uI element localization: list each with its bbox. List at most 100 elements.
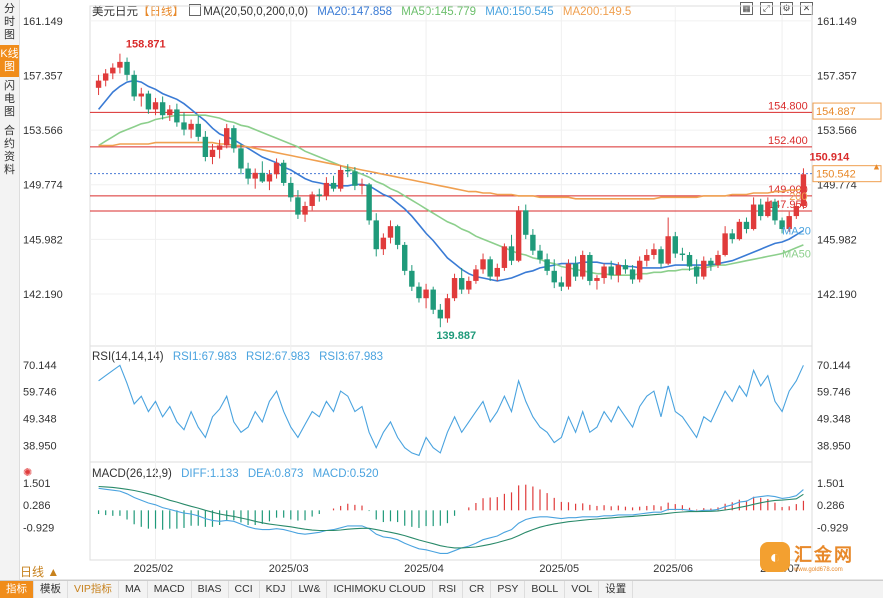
candle-body bbox=[159, 102, 166, 116]
logo-subtext: www.gold678.com bbox=[794, 567, 843, 573]
candle-body bbox=[188, 123, 194, 130]
macd-y-tick-right: 1.501 bbox=[817, 478, 845, 490]
candle-body bbox=[473, 269, 479, 281]
candle-body bbox=[551, 270, 557, 283]
settings-icon[interactable]: ⚙ bbox=[780, 2, 793, 15]
candle-body bbox=[402, 244, 408, 271]
y-tick-left: 145.982 bbox=[23, 234, 63, 246]
crosshair-toggle-icon[interactable]: ✺ bbox=[23, 467, 33, 479]
bottom-tab--[interactable]: 指标 bbox=[0, 581, 34, 598]
rsi-y-tick-right: 38.950 bbox=[817, 440, 851, 452]
candle-body bbox=[658, 249, 664, 264]
bottom-tab-macd[interactable]: MACD bbox=[148, 581, 192, 598]
x-tick-label: 2025/05 bbox=[539, 563, 579, 575]
tab-kline[interactable]: K线图 bbox=[0, 45, 19, 77]
candle-body bbox=[523, 210, 529, 235]
ma-settings-icon[interactable] bbox=[189, 4, 202, 16]
candle-body bbox=[167, 109, 173, 116]
chart-toolbar: ▦ ⤢ ⚙ ✕ bbox=[740, 2, 813, 15]
brand-logo: ◐ 汇金网 www.gold678.com bbox=[760, 540, 870, 574]
tab-timeshare[interactable]: 分时图 bbox=[4, 3, 15, 41]
candle-body bbox=[786, 216, 792, 230]
candle-body bbox=[715, 254, 721, 266]
rsi2-value: RSI2:67.983 bbox=[245, 351, 310, 363]
candle-body bbox=[693, 266, 700, 277]
bottom-tab-psy[interactable]: PSY bbox=[491, 581, 526, 598]
panel-frame-0 bbox=[89, 5, 813, 347]
candle-body bbox=[330, 182, 337, 189]
candle-body bbox=[701, 260, 707, 277]
candle-body bbox=[530, 234, 536, 251]
rsi-legend: RSI(14,14,14) RSI1:67.983 RSI2:67.983 RS… bbox=[92, 351, 389, 363]
candle-body bbox=[202, 136, 209, 157]
candle-body bbox=[480, 259, 486, 270]
macd-y-tick-left: 1.501 bbox=[23, 478, 51, 490]
ma-line-ma20 bbox=[97, 79, 804, 282]
ma-line-ma200 bbox=[98, 141, 804, 200]
candle-body bbox=[722, 233, 728, 255]
tab-contract-info[interactable]: 合约资料 bbox=[4, 125, 15, 176]
candle-body bbox=[772, 201, 778, 221]
left-tab-bar: 分时图 K线图 闪电图 合约资料 bbox=[0, 0, 20, 580]
candle-body bbox=[444, 298, 451, 319]
candle-body bbox=[608, 266, 614, 276]
y-tick-right: 153.566 bbox=[817, 125, 857, 137]
bottom-tab--[interactable]: 设置 bbox=[599, 581, 634, 598]
bottom-tab-vol[interactable]: VOL bbox=[565, 581, 600, 598]
bottom-tab--[interactable]: 模板 bbox=[34, 581, 68, 598]
price-tag-box bbox=[812, 165, 882, 183]
x-tick-label: 2025/03 bbox=[269, 563, 309, 575]
candle-body bbox=[266, 174, 273, 182]
candle-body bbox=[394, 226, 401, 245]
y-tick-right: 149.774 bbox=[817, 180, 857, 192]
candle-body bbox=[252, 172, 258, 179]
candle-body bbox=[629, 269, 636, 280]
bottom-tab-lw-[interactable]: LW& bbox=[292, 581, 328, 598]
candle-body bbox=[117, 61, 123, 68]
bottom-tab-kdj[interactable]: KDJ bbox=[260, 581, 293, 598]
candle-body bbox=[131, 74, 137, 97]
recent-high-label: 150.914 bbox=[809, 151, 850, 163]
candle-body bbox=[302, 205, 308, 215]
candle-body bbox=[224, 128, 230, 146]
candle-body bbox=[508, 246, 515, 261]
hline-label: 152.400 bbox=[768, 135, 808, 147]
expand-icon[interactable]: ⤢ bbox=[760, 2, 773, 15]
candle-body bbox=[416, 286, 422, 299]
rsi-y-tick-right: 49.348 bbox=[817, 413, 851, 425]
ma200-inline-label: 200 bbox=[789, 191, 807, 203]
bottom-tab-ichimoku-cloud[interactable]: ICHIMOKU CLOUD bbox=[327, 581, 433, 598]
candle-body bbox=[750, 204, 757, 230]
rsi-y-tick-left: 59.746 bbox=[23, 387, 57, 399]
main-legend: 美元日元【日线】 MA(20,50,0,200,0,0) MA20:147.85… bbox=[92, 3, 637, 19]
bottom-tab-vip-[interactable]: VIP指标 bbox=[68, 581, 119, 598]
candle-body bbox=[295, 197, 301, 215]
candle-body bbox=[458, 278, 465, 290]
candle-body bbox=[758, 204, 764, 217]
rsi3-value: RSI3:67.983 bbox=[319, 351, 384, 363]
candlestick-chart[interactable]: 161.149 161.149 157.357 157.357 153.566 153.5… bbox=[0, 0, 883, 580]
candle-body bbox=[309, 194, 315, 206]
logo-text: 汇金网 bbox=[794, 545, 854, 565]
candle-body bbox=[515, 210, 522, 261]
candle-body bbox=[238, 148, 244, 169]
bottom-tab-cr[interactable]: CR bbox=[463, 581, 492, 598]
tab-flash[interactable]: 闪电图 bbox=[4, 80, 15, 118]
rsi1-value: RSI1:67.983 bbox=[172, 351, 237, 363]
grid-icon[interactable]: ▦ bbox=[740, 2, 753, 15]
bottom-tab-cci[interactable]: CCI bbox=[229, 581, 260, 598]
ma-line-ma50 bbox=[98, 114, 804, 277]
y-tick-right: 142.190 bbox=[817, 289, 857, 301]
candle-body bbox=[708, 260, 714, 266]
candle-body bbox=[580, 254, 586, 277]
candle-body bbox=[288, 182, 294, 198]
y-tick-left: 149.774 bbox=[23, 180, 63, 192]
candle-body bbox=[487, 259, 493, 277]
period-selector[interactable]: 日线 ▲ bbox=[20, 565, 60, 579]
bottom-tab-bias[interactable]: BIAS bbox=[192, 581, 229, 598]
candle-body bbox=[651, 249, 657, 255]
bottom-tab-rsi[interactable]: RSI bbox=[433, 581, 464, 598]
bottom-tab-ma[interactable]: MA bbox=[119, 581, 148, 598]
bottom-tab-boll[interactable]: BOLL bbox=[525, 581, 566, 598]
period-tag[interactable]: 【日线】 bbox=[138, 6, 184, 18]
